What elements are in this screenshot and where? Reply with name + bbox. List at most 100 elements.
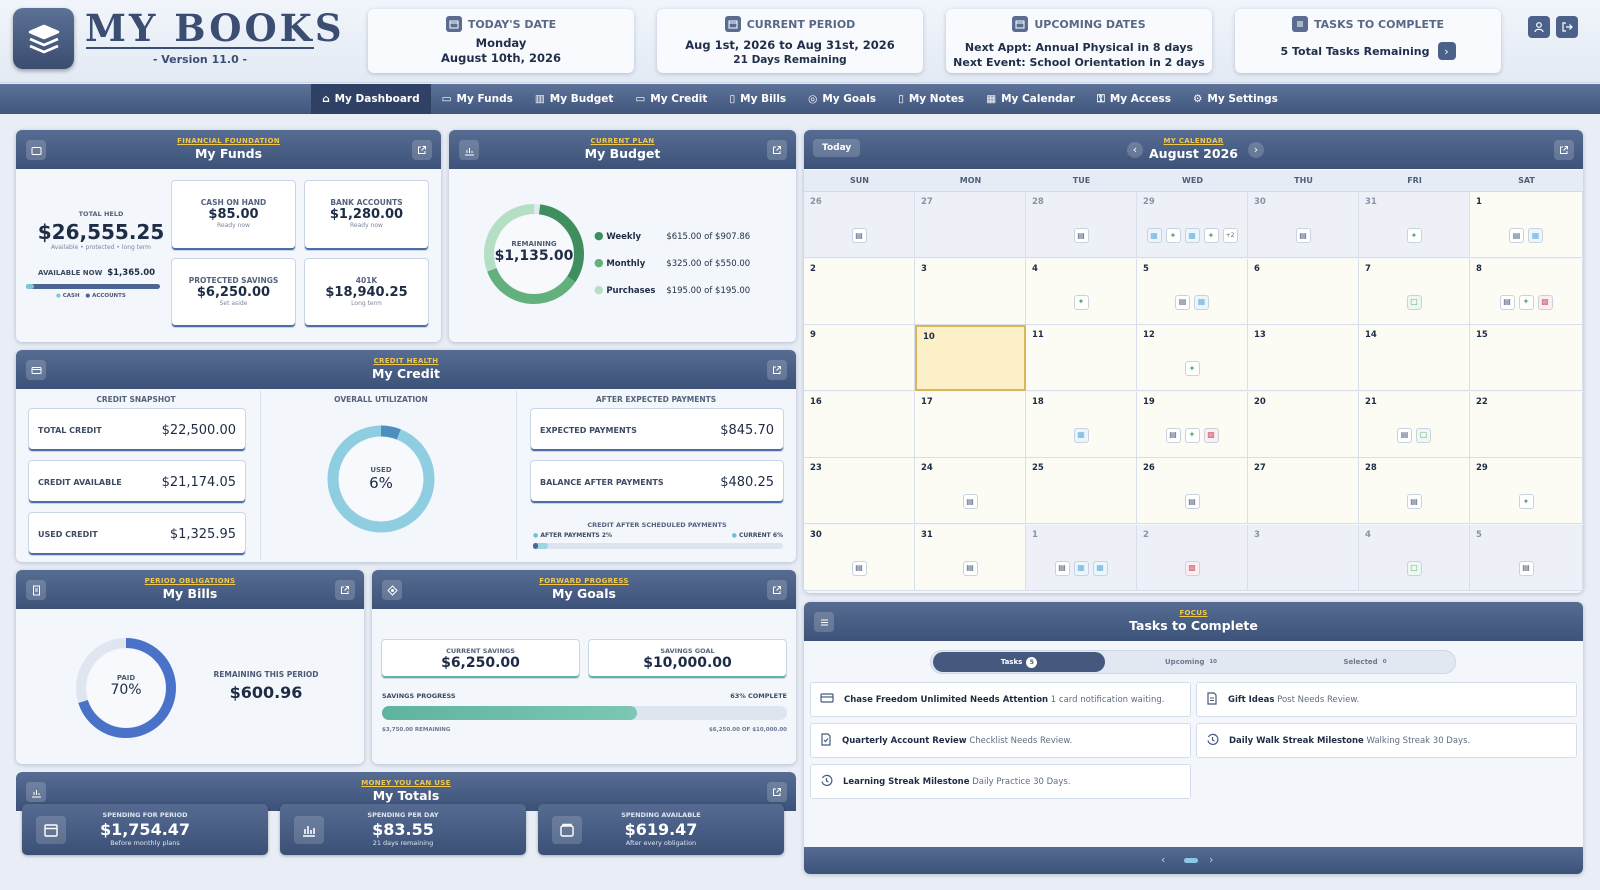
- appointment-event-icon[interactable]: ▩: [1184, 560, 1200, 576]
- calendar-day[interactable]: 8 ▤ ✦ ▩: [1470, 258, 1583, 325]
- calendar-day[interactable]: 31 ▤: [915, 524, 1026, 591]
- tab-tasks[interactable]: Tasks 5: [933, 652, 1105, 672]
- calendar-day[interactable]: 2: [804, 258, 915, 325]
- calendar-day[interactable]: 5 ▤ ▦: [1137, 258, 1248, 325]
- calendar-day[interactable]: 6: [1248, 258, 1359, 325]
- task-item[interactable]: Daily Walk Streak Milestone Walking Stre…: [1196, 723, 1577, 758]
- logout-button[interactable]: [1556, 16, 1578, 38]
- calendar-day[interactable]: 17: [915, 391, 1026, 458]
- calendar-day[interactable]: 3: [915, 258, 1026, 325]
- calendar-day[interactable]: 1 ▤ ▦ ▦: [1026, 524, 1137, 591]
- note-event-icon[interactable]: ▦: [1073, 427, 1089, 443]
- calendar-day[interactable]: 21 ▤ ▢: [1359, 391, 1470, 458]
- nav-bills[interactable]: ▯ My Bills: [718, 84, 797, 114]
- wallet-event-icon[interactable]: ▢: [1406, 294, 1422, 310]
- calendar-day[interactable]: 4 ▢: [1359, 524, 1470, 591]
- calendar-day[interactable]: 18 ▦: [1026, 391, 1137, 458]
- open-external-icon[interactable]: [767, 140, 787, 160]
- calendar-day[interactable]: 22: [1470, 391, 1583, 458]
- calendar-day[interactable]: 19 ▤ ✦ ▩: [1137, 391, 1248, 458]
- calendar-day[interactable]: 26 ▤: [1137, 458, 1248, 524]
- calendar-day[interactable]: 30 ▤: [1248, 192, 1359, 258]
- open-external-icon[interactable]: [767, 580, 787, 600]
- calendar-day[interactable]: 28 ▤: [1359, 458, 1470, 524]
- bill-event-icon[interactable]: ▤: [851, 228, 867, 243]
- calendar-day[interactable]: 27: [1248, 458, 1359, 524]
- note-event-icon[interactable]: ▦: [1528, 228, 1543, 243]
- bill-event-icon[interactable]: ▤: [1054, 560, 1070, 576]
- note-event-icon[interactable]: ▦: [1184, 228, 1200, 243]
- open-external-icon[interactable]: [412, 140, 432, 160]
- appointment-event-icon[interactable]: ▩: [1203, 427, 1219, 443]
- bill-event-icon[interactable]: ▤: [1073, 228, 1089, 243]
- nav-access[interactable]: ⚿ My Access: [1086, 84, 1182, 114]
- nav-goals[interactable]: ◎ My Goals: [797, 84, 887, 114]
- calendar-day[interactable]: 15: [1470, 325, 1583, 391]
- goal-event-icon[interactable]: ✦: [1184, 427, 1200, 443]
- nav-settings[interactable]: ⚙ My Settings: [1182, 84, 1289, 114]
- next-month-button[interactable]: ›: [1248, 142, 1264, 158]
- note-event-icon[interactable]: ▦: [1092, 560, 1108, 576]
- calendar-day[interactable]: 14: [1359, 325, 1470, 391]
- calendar-day[interactable]: 1 ▤ ▦: [1470, 192, 1583, 258]
- goal-event-icon[interactable]: ✦: [1203, 228, 1219, 243]
- bill-event-icon[interactable]: ▤: [1184, 494, 1200, 509]
- previous-page-button[interactable]: ‹: [1161, 853, 1166, 866]
- bill-event-icon[interactable]: ▤: [1509, 228, 1524, 243]
- user-profile-button[interactable]: [1528, 16, 1550, 38]
- bill-event-icon[interactable]: ▤: [1165, 427, 1181, 443]
- nav-dashboard[interactable]: ⌂ My Dashboard: [311, 84, 431, 114]
- task-item[interactable]: Learning Streak Milestone Daily Practice…: [810, 764, 1191, 799]
- bill-event-icon[interactable]: ▤: [962, 494, 978, 509]
- task-item[interactable]: Quarterly Account Review Checklist Needs…: [810, 723, 1191, 758]
- note-event-icon[interactable]: ▦: [1194, 294, 1209, 310]
- task-item[interactable]: Gift Ideas Post Needs Review.: [1196, 682, 1577, 717]
- calendar-day[interactable]: 29 ✦: [1470, 458, 1583, 524]
- calendar-day[interactable]: 20: [1248, 391, 1359, 458]
- calendar-day[interactable]: 24 ▤: [915, 458, 1026, 524]
- goal-event-icon[interactable]: ✦: [1518, 294, 1534, 310]
- open-external-icon[interactable]: [767, 782, 787, 802]
- calendar-day[interactable]: 16: [804, 391, 915, 458]
- tab-selected[interactable]: Selected 0: [1277, 652, 1453, 672]
- calendar-day[interactable]: 5 ▤: [1470, 524, 1583, 591]
- calendar-day-today[interactable]: 10: [915, 325, 1026, 391]
- goal-event-icon[interactable]: ✦: [1406, 228, 1422, 243]
- goal-event-icon[interactable]: ✦: [1184, 361, 1200, 376]
- wallet-event-icon[interactable]: ▢: [1416, 427, 1431, 443]
- goal-event-icon[interactable]: ✦: [1073, 294, 1089, 310]
- goal-event-icon[interactable]: ✦: [1518, 494, 1534, 509]
- calendar-day[interactable]: 29 ▦ ✦ ▦ ✦ +2: [1137, 192, 1248, 258]
- calendar-day[interactable]: 9: [804, 325, 915, 391]
- goal-event-icon[interactable]: ✦: [1165, 228, 1181, 243]
- appointment-event-icon[interactable]: ▩: [1537, 294, 1553, 310]
- next-page-button[interactable]: ›: [1209, 853, 1214, 866]
- tab-upcoming[interactable]: Upcoming 10: [1105, 652, 1277, 672]
- calendar-day[interactable]: 13: [1248, 325, 1359, 391]
- calendar-day[interactable]: 28 ▤: [1026, 192, 1137, 258]
- calendar-day[interactable]: 26 ▤: [804, 192, 915, 258]
- bill-event-icon[interactable]: ▤: [1518, 560, 1534, 576]
- calendar-day[interactable]: 30 ▤: [804, 524, 915, 591]
- open-external-icon[interactable]: [767, 360, 787, 380]
- nav-notes[interactable]: ▯ My Notes: [887, 84, 975, 114]
- chevron-right-icon[interactable]: ›: [1437, 42, 1456, 60]
- bill-event-icon[interactable]: ▤: [1295, 228, 1311, 243]
- nav-budget[interactable]: ▥ My Budget: [524, 84, 625, 114]
- calendar-day[interactable]: 12 ✦: [1137, 325, 1248, 391]
- previous-month-button[interactable]: ‹: [1127, 142, 1143, 158]
- calendar-day[interactable]: 7 ▢: [1359, 258, 1470, 325]
- open-external-icon[interactable]: [335, 580, 355, 600]
- calendar-day[interactable]: 27: [915, 192, 1026, 258]
- calendar-day[interactable]: 25: [1026, 458, 1137, 524]
- note-event-icon[interactable]: ▦: [1073, 560, 1089, 576]
- bill-event-icon[interactable]: ▤: [851, 560, 867, 576]
- calendar-day[interactable]: 23: [804, 458, 915, 524]
- more-events-badge[interactable]: +2: [1222, 228, 1238, 243]
- bill-event-icon[interactable]: ▤: [1175, 294, 1190, 310]
- note-event-icon[interactable]: ▦: [1146, 228, 1162, 243]
- nav-calendar[interactable]: ▦ My Calendar: [975, 84, 1086, 114]
- task-item[interactable]: Chase Freedom Unlimited Needs Attention …: [810, 682, 1191, 717]
- calendar-day[interactable]: 31 ✦: [1359, 192, 1470, 258]
- calendar-day[interactable]: 4 ✦: [1026, 258, 1137, 325]
